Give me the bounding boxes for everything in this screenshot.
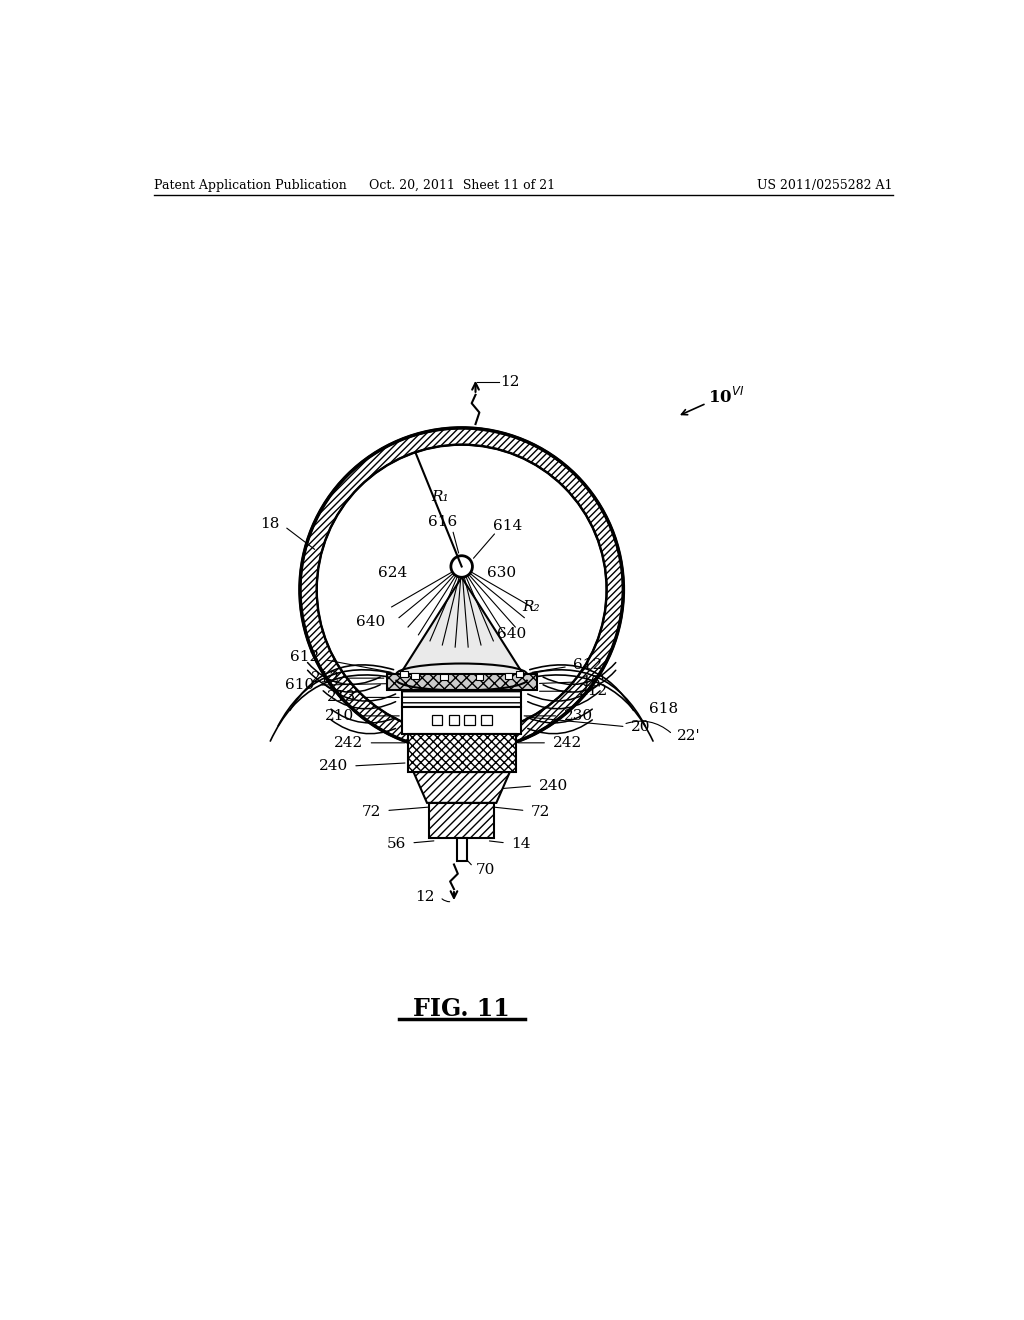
Text: 212: 212 [311,671,340,685]
Polygon shape [400,577,523,675]
Bar [408,734,515,772]
Text: 240: 240 [318,759,348,774]
Text: 12: 12 [500,375,519,388]
Text: 72: 72 [531,805,550,820]
Text: Oct. 20, 2011  Sheet 11 of 21: Oct. 20, 2011 Sheet 11 of 21 [369,178,555,191]
Text: 20: 20 [631,719,650,734]
Text: 10$^{VI}$: 10$^{VI}$ [708,387,744,407]
Text: 612: 612 [290,651,319,664]
Bar [505,673,512,680]
Text: 242: 242 [334,735,364,750]
Text: 640: 640 [497,627,526,642]
Text: 56: 56 [386,837,406,850]
Bar [387,675,537,689]
Bar [476,675,483,680]
Bar [457,838,467,861]
Polygon shape [414,772,510,803]
Text: 610: 610 [285,678,313,692]
Text: 630: 630 [487,566,516,579]
Bar [449,715,460,725]
Text: 18: 18 [260,517,280,531]
Circle shape [317,446,605,734]
Text: 210: 210 [325,709,354,723]
Bar [429,803,495,838]
Bar [400,672,408,677]
Text: FIG. 11: FIG. 11 [414,997,510,1022]
Bar [464,715,475,725]
Text: 12: 12 [415,890,435,904]
Bar [515,672,523,677]
Text: 22': 22' [677,729,700,743]
Text: 612: 612 [573,659,602,672]
Bar [402,689,521,706]
Text: 242: 242 [553,735,582,750]
Bar [432,715,442,725]
Wedge shape [300,428,624,751]
Text: 618: 618 [649,702,678,715]
Text: 70: 70 [475,863,495,876]
Text: 16': 16' [582,675,605,689]
Text: R₂: R₂ [522,599,540,614]
Bar [411,673,419,680]
Bar [481,715,492,725]
Text: R₁: R₁ [431,490,449,504]
Bar [440,675,447,680]
Text: 624: 624 [378,566,407,579]
Text: 616: 616 [428,515,457,529]
Text: Patent Application Publication: Patent Application Publication [154,178,346,191]
Text: 640: 640 [356,615,385,628]
Circle shape [451,556,472,577]
Text: 213: 213 [327,690,355,705]
Bar [402,706,521,734]
Text: US 2011/0255282 A1: US 2011/0255282 A1 [758,178,893,191]
Text: 14: 14 [511,837,530,850]
Text: 72: 72 [361,805,381,820]
Text: 240: 240 [539,779,568,793]
Text: 614: 614 [494,520,522,533]
Text: 212: 212 [580,684,608,698]
Text: 230: 230 [563,709,593,723]
